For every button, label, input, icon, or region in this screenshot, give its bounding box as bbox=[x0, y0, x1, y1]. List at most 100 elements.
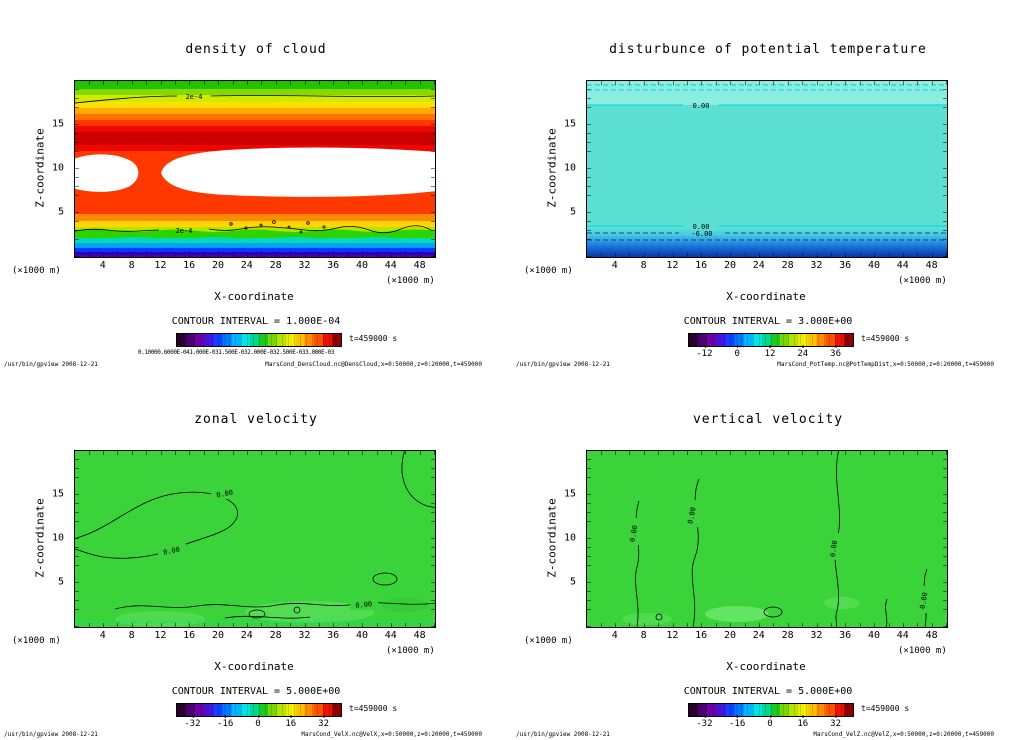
tick-label: 28 bbox=[269, 630, 282, 641]
tick-label: 0 bbox=[734, 345, 740, 359]
colorbar-tick-labels: -32 -16 0 16 32 bbox=[176, 715, 340, 731]
colorbar bbox=[688, 333, 854, 347]
tick-label: 12 bbox=[666, 630, 679, 641]
contour-label: 0.00 bbox=[216, 489, 234, 500]
contour-label: 2e-4 bbox=[186, 93, 203, 101]
tick-label: 10 bbox=[563, 532, 576, 544]
tick-label: 32 bbox=[298, 260, 311, 271]
tick-label: 16 bbox=[285, 715, 297, 729]
y-axis-ticks bbox=[75, 451, 79, 627]
tick-label: 20 bbox=[211, 260, 225, 271]
y-axis-ticks bbox=[587, 451, 591, 627]
x-axis-ticks-top bbox=[587, 451, 947, 455]
plot-area-velz: 0.00 0.00 0.00 0.00 bbox=[586, 450, 948, 628]
x-axis-tick-labels: 4 8 12 16 20 24 28 32 36 40 44 48 bbox=[586, 630, 946, 643]
tick-label: 5 bbox=[57, 576, 64, 588]
x-axis-ticks bbox=[587, 253, 947, 257]
tick-label: 24 bbox=[797, 345, 809, 359]
y-axis-ticks-right bbox=[431, 451, 435, 627]
tick-label: 16 bbox=[695, 630, 708, 641]
x-axis-ticks-top bbox=[75, 451, 435, 455]
contour-interval-label: CONTOUR INTERVAL = 3.000E+00 bbox=[683, 316, 853, 327]
plot-area-pottemp: 0.00 0.00 -6.00 bbox=[586, 80, 948, 258]
y-axis-ticks-right bbox=[943, 81, 947, 257]
tick-label: 20 bbox=[723, 630, 737, 641]
footer-data-source: MarsCond_VelZ.nc@VelZ,x=0:50000,z=0:2000… bbox=[813, 731, 994, 738]
tick-label: 16 bbox=[695, 260, 708, 271]
y-axis-tick-labels: 15 10 5 bbox=[44, 450, 68, 626]
footer-command-line: /usr/bin/gpview 2008-12-21 bbox=[4, 361, 98, 368]
contour-label: 0.00 bbox=[163, 545, 181, 556]
panel-potential-temperature: disturbunce of potential temperature Z-c… bbox=[512, 0, 1024, 370]
tick-label: 48 bbox=[925, 260, 938, 271]
footer-data-source: MarsCond_DensCloud.nc@DensCloud,x=0:5000… bbox=[265, 361, 482, 368]
y-axis-unit: (×1000 m) bbox=[12, 266, 61, 276]
tick-label: -16 bbox=[217, 715, 234, 729]
filled-contour-plot: 0.00 0.00 0.00 bbox=[75, 451, 435, 627]
tick-label: 48 bbox=[925, 630, 938, 641]
x-axis-label: X-coordinate bbox=[726, 660, 806, 673]
tick-label: 44 bbox=[384, 630, 397, 641]
tick-label: -32 bbox=[184, 715, 201, 729]
time-label: t=459000 s bbox=[349, 334, 398, 343]
panel-title: disturbunce of potential temperature bbox=[609, 42, 927, 57]
tick-label: 8 bbox=[128, 260, 135, 271]
tick-label: 4 bbox=[99, 630, 106, 641]
tick-label: 4 bbox=[611, 630, 618, 641]
contour-label: 0.00 bbox=[355, 600, 373, 610]
panel-zonal-velocity: zonal velocity Z-coordinate 15 10 5 0.0 bbox=[0, 370, 512, 740]
tick-label: 0 bbox=[767, 715, 773, 729]
tick-label: 48 bbox=[413, 630, 426, 641]
tick-label: 15 bbox=[563, 488, 576, 500]
tick-label: 20 bbox=[211, 630, 225, 641]
tick-label: 32 bbox=[810, 260, 823, 271]
tick-label: 5 bbox=[569, 206, 576, 218]
x-axis-label: X-coordinate bbox=[214, 660, 294, 673]
contour-label: 0.00 bbox=[693, 102, 710, 110]
y-axis-ticks bbox=[587, 81, 591, 257]
x-axis-ticks bbox=[587, 623, 947, 627]
contour-interval-label: CONTOUR INTERVAL = 5.000E+00 bbox=[171, 686, 341, 697]
footer-command-line: /usr/bin/gpview 2008-12-21 bbox=[4, 731, 98, 738]
tick-label: 8 bbox=[640, 260, 647, 271]
colorbar-tick-labels: -12 0 12 24 36 bbox=[688, 345, 852, 361]
tick-label: 24 bbox=[240, 260, 253, 271]
tick-label: 20 bbox=[723, 260, 737, 271]
x-axis-unit: (×1000 m) bbox=[386, 276, 435, 286]
x-axis-tick-labels: 4 8 12 16 20 24 28 32 36 40 44 48 bbox=[74, 630, 434, 643]
tick-label: 36 bbox=[327, 260, 340, 271]
panel-density-of-cloud: density of cloud Z-coordinate 15 10 5 bbox=[0, 0, 512, 370]
y-axis-unit: (×1000 m) bbox=[524, 636, 573, 646]
tick-label: 5 bbox=[569, 576, 576, 588]
tick-label: 32 bbox=[318, 715, 330, 729]
colorbar-tick-labels: -32 -16 0 16 32 bbox=[688, 715, 852, 731]
tick-label: 24 bbox=[752, 630, 765, 641]
tick-label: 44 bbox=[384, 260, 397, 271]
time-label: t=459000 s bbox=[861, 334, 910, 343]
panel-title: vertical velocity bbox=[692, 412, 844, 427]
tick-label: 12 bbox=[154, 260, 167, 271]
footer-data-source: MarsCond_VelX.nc@VelX,x=0:50000,z=0:2000… bbox=[301, 731, 482, 738]
filled-contour-plot: 0.00 0.00 -6.00 bbox=[587, 81, 947, 257]
tick-label: 24 bbox=[752, 260, 765, 271]
tick-label: -16 bbox=[729, 715, 746, 729]
tick-label: 40 bbox=[355, 260, 369, 271]
tick-label: 36 bbox=[830, 345, 842, 359]
x-axis-label: X-coordinate bbox=[726, 290, 806, 303]
speckle-contours bbox=[229, 220, 326, 234]
tick-label: -12 bbox=[696, 345, 713, 359]
y-axis-tick-labels: 15 10 5 bbox=[44, 80, 68, 256]
tick-label: 10 bbox=[51, 162, 64, 174]
tick-label: 36 bbox=[839, 260, 852, 271]
contour-label: 0.00 bbox=[829, 540, 839, 558]
contour-label: 0.00 bbox=[919, 592, 930, 610]
footer-command-line: /usr/bin/gpview 2008-12-21 bbox=[516, 361, 610, 368]
tick-label: 32 bbox=[830, 715, 842, 729]
tick-label: -32 bbox=[696, 715, 713, 729]
tick-label: 10 bbox=[563, 162, 576, 174]
panel-title: zonal velocity bbox=[194, 412, 318, 427]
tick-label: 16 bbox=[797, 715, 809, 729]
tick-label: 40 bbox=[867, 630, 881, 641]
y-axis-ticks bbox=[75, 81, 79, 257]
